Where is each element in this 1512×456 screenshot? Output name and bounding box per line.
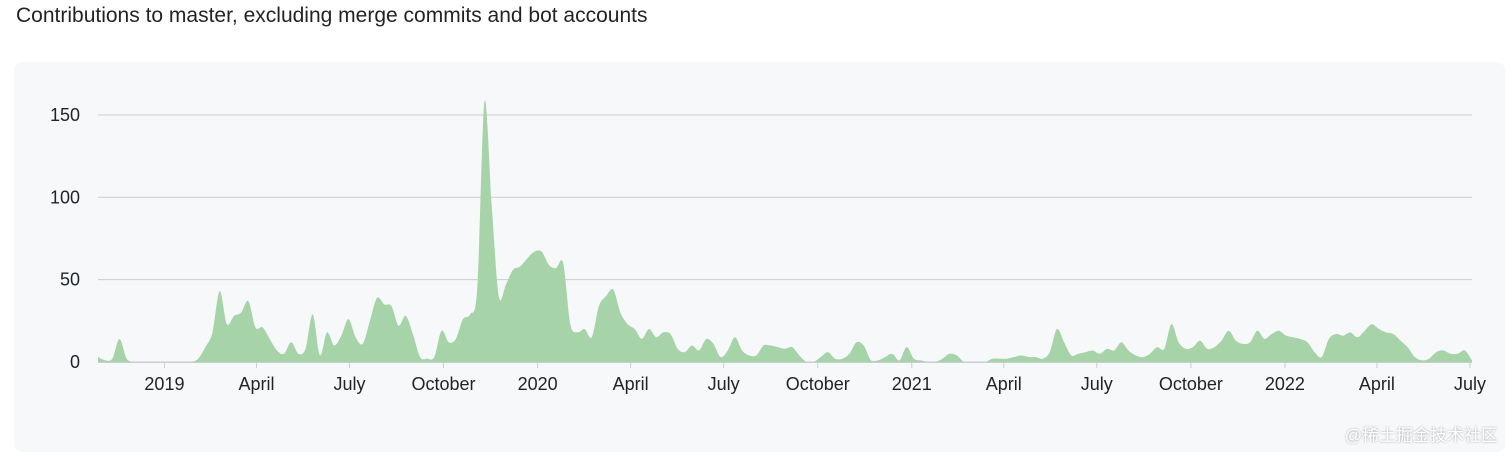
x-tick-label: 2020 <box>518 374 558 394</box>
x-tick-label: July <box>1454 374 1486 394</box>
y-tick-label: 150 <box>50 105 80 125</box>
x-tick-label: July <box>1081 374 1113 394</box>
axes: 0 50 100 150 2019 April July October 2020 April Ju… <box>50 105 1486 394</box>
x-tick-label: April <box>238 374 274 394</box>
chart-panel: 0 50 100 150 2019 April July October 2020 April Ju… <box>14 62 1505 452</box>
x-tick-label: April <box>986 374 1022 394</box>
area-series <box>98 100 1472 362</box>
chart-title: Contributions to master, excluding merge… <box>16 4 648 27</box>
y-tick-label: 50 <box>60 270 80 290</box>
x-tick-label: 2022 <box>1265 374 1305 394</box>
x-tick-label: July <box>708 374 740 394</box>
x-tick-label: October <box>1159 374 1223 394</box>
x-tick-label: April <box>613 374 649 394</box>
x-tick-label: October <box>786 374 850 394</box>
x-tick-label: October <box>412 374 476 394</box>
contributions-area <box>98 100 1472 362</box>
grid-lines <box>98 114 1472 363</box>
x-tick-label: 2019 <box>144 374 184 394</box>
x-tick-label: April <box>1359 374 1395 394</box>
contributions-area-chart: 0 50 100 150 2019 April July October 2020 April Ju… <box>50 100 1486 394</box>
y-tick-label: 100 <box>50 187 80 207</box>
y-tick-label: 0 <box>70 352 80 372</box>
x-tick-label: 2021 <box>892 374 932 394</box>
watermark: @稀土掘金技术社区 <box>1344 426 1498 445</box>
x-tick-label: July <box>333 374 365 394</box>
